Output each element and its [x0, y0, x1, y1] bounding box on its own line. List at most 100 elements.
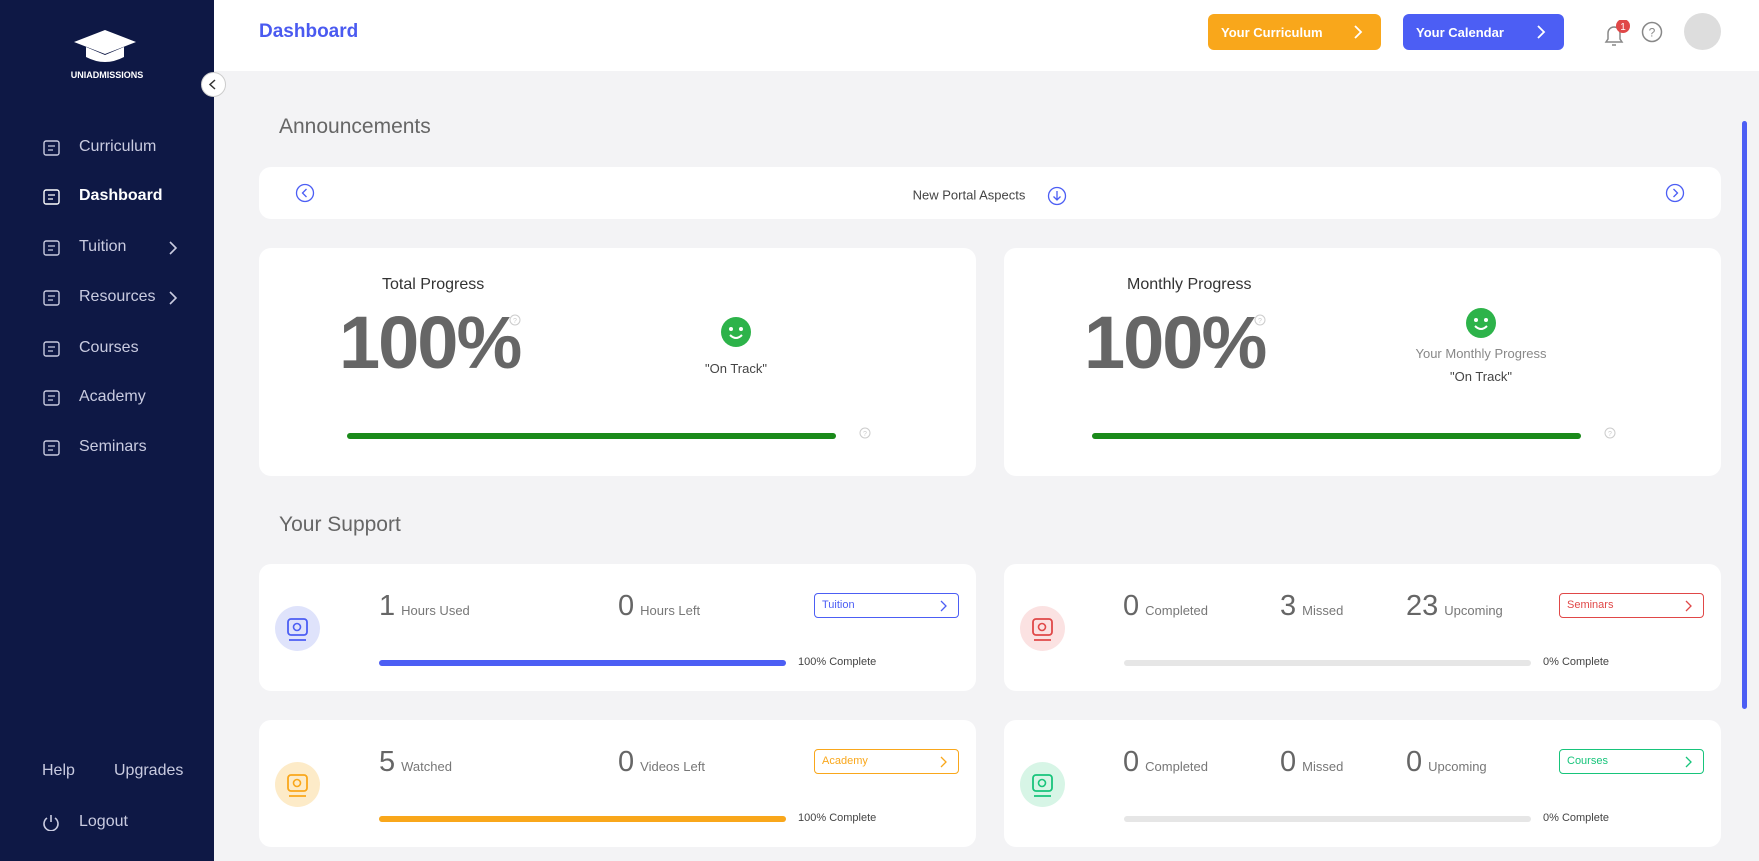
- support-icon: [275, 606, 320, 651]
- status-icon: [1466, 308, 1496, 338]
- stat-value: 0: [1123, 746, 1140, 778]
- card-title: Total Progress: [382, 276, 485, 293]
- progress-track: [1092, 433, 1581, 439]
- svg-text:?: ?: [1649, 26, 1656, 40]
- stat-label: Hours Left: [640, 603, 701, 618]
- nav-item[interactable]: Courses: [0, 328, 214, 368]
- nav-item[interactable]: Resources: [0, 277, 214, 317]
- sidebar: UNIADMISSIONS Help Upgrades Logout Curri…: [0, 0, 214, 861]
- announcement-bar: New Portal Aspects: [259, 167, 1721, 219]
- header-button[interactable]: Your Calendar: [1403, 14, 1564, 50]
- nav-icon: [43, 240, 60, 256]
- stat-value: 0: [1123, 590, 1140, 622]
- scrollbar: [1742, 121, 1747, 709]
- prev-button[interactable]: [295, 183, 315, 203]
- section-title: Your Support: [279, 513, 401, 536]
- support-button[interactable]: Academy: [814, 749, 959, 774]
- stat-label: Upcoming: [1428, 759, 1487, 774]
- stat-label: Watched: [401, 759, 452, 774]
- nav-label: Curriculum: [79, 138, 157, 155]
- nav-icon: [43, 390, 60, 406]
- logo-icon: [74, 30, 136, 62]
- stat-label: Missed: [1302, 759, 1344, 774]
- notification-count: 1: [1620, 22, 1626, 33]
- progress-track: [1124, 660, 1531, 666]
- progress-bar: [379, 660, 786, 666]
- stat-label: Missed: [1302, 603, 1344, 618]
- help-icon[interactable]: ?: [1641, 21, 1663, 43]
- nav-icon: [43, 341, 60, 357]
- card-title: Monthly Progress: [1127, 276, 1252, 293]
- stat-label: Completed: [1145, 603, 1209, 618]
- stat-value: 0: [1280, 746, 1297, 778]
- nav-label: Dashboard: [79, 187, 163, 204]
- progress-card: Total Progress 100%? "On Track"?: [259, 248, 976, 476]
- bell-icon[interactable]: 1: [1600, 20, 1630, 50]
- progress-bar: [379, 816, 786, 822]
- support-button[interactable]: Seminars: [1559, 593, 1704, 618]
- button-label: Tuition: [822, 599, 855, 611]
- svg-text:?: ?: [863, 431, 867, 438]
- stat-value: 3: [1280, 590, 1297, 622]
- upgrades-link[interactable]: Upgrades: [114, 762, 184, 779]
- support-button[interactable]: Tuition: [814, 593, 959, 618]
- stat: 0 Completed: [1123, 746, 1208, 779]
- support-card: 5 Watched 0 Videos Left Academy 100% Complete: [259, 720, 976, 847]
- nav-item[interactable]: Seminars: [0, 427, 214, 467]
- nav-item[interactable]: Academy: [0, 377, 214, 417]
- nav-icon: [43, 290, 60, 306]
- stat-value: 0: [618, 590, 635, 622]
- chevron: [169, 241, 178, 255]
- progress-bar: [1092, 433, 1581, 439]
- expand-button[interactable]: [1047, 186, 1067, 206]
- stat-label: Hours Used: [401, 603, 470, 618]
- progress-track: [379, 816, 786, 822]
- stat: 0 Missed: [1280, 746, 1343, 779]
- support-button[interactable]: Courses: [1559, 749, 1704, 774]
- logout-icon: [43, 815, 59, 831]
- svg-text:?: ?: [513, 318, 517, 325]
- complete-label: 0% Complete: [1543, 812, 1610, 824]
- stat: 0 Completed: [1123, 590, 1208, 623]
- status: "On Track": [1450, 369, 1512, 384]
- percent: 100%: [1084, 301, 1267, 384]
- button-label: Academy: [822, 755, 868, 767]
- header-button[interactable]: Your Curriculum: [1208, 14, 1381, 50]
- caption: Your Monthly Progress: [1415, 346, 1547, 361]
- stat: 5 Watched: [379, 746, 452, 779]
- stat-value: 5: [379, 746, 396, 778]
- progress-card: Monthly Progress 100%? Your Monthly Progre…: [1004, 248, 1721, 476]
- svg-text:?: ?: [1608, 431, 1612, 438]
- collapse-button[interactable]: [201, 72, 226, 97]
- help-link[interactable]: Help: [42, 762, 75, 779]
- stat-label: Videos Left: [640, 759, 705, 774]
- support-card: 1 Hours Used 0 Hours Left Tuition 100% Comple…: [259, 564, 976, 691]
- status-icon: [721, 317, 751, 347]
- stat: 23 Upcoming: [1406, 590, 1503, 623]
- button-label: Seminars: [1567, 599, 1614, 611]
- chevron: [169, 291, 178, 305]
- page-title: Dashboard: [259, 21, 359, 42]
- announcement-title[interactable]: New Portal Aspects: [912, 187, 1026, 203]
- stat-label: Upcoming: [1444, 603, 1503, 618]
- nav-label: Tuition: [79, 238, 127, 255]
- support-card: 0 Completed 0 Missed 0 Upcoming Courses 0% Comp…: [1004, 720, 1721, 847]
- nav-item[interactable]: Dashboard: [0, 176, 214, 216]
- nav-item[interactable]: Tuition: [0, 227, 214, 267]
- support-icon: [1020, 606, 1065, 651]
- avatar[interactable]: [1684, 13, 1721, 50]
- stat-value: 0: [1406, 746, 1423, 778]
- progress-track: [379, 660, 786, 666]
- stat-value: 1: [379, 590, 396, 622]
- button-label: Your Calendar: [1416, 24, 1504, 40]
- logout-link[interactable]: Logout: [79, 813, 128, 830]
- stat-value: 0: [618, 746, 635, 778]
- support-icon: [1020, 762, 1065, 807]
- header: Dashboard 1 ? Your Curriculum Your Calend…: [214, 0, 1759, 71]
- next-button[interactable]: [1665, 183, 1685, 203]
- support-card: 0 Completed 3 Missed 23 Upcoming Seminars 0% Co…: [1004, 564, 1721, 691]
- percent: 100%: [339, 301, 522, 384]
- progress-track: [1124, 816, 1531, 822]
- nav-item[interactable]: Curriculum: [0, 127, 214, 167]
- nav-label: Resources: [79, 288, 156, 305]
